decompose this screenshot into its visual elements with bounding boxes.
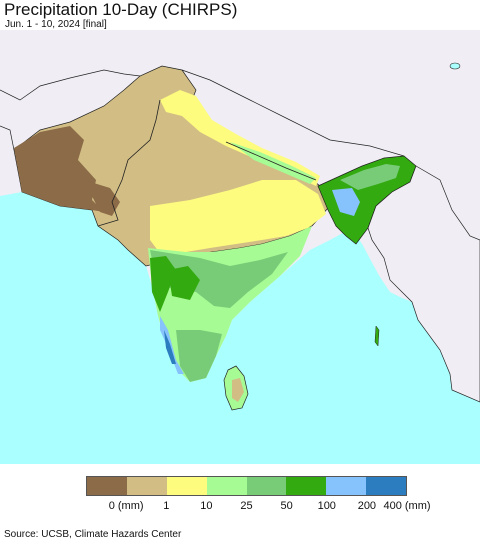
region-darkblue-westcoast [164,330,176,364]
legend-tick-2: 10 [200,500,213,512]
region-northeast-light [340,164,400,190]
border-china [181,69,405,157]
andaman-islands [374,325,380,347]
legend-swatch-2 [166,477,207,495]
border-nepal [225,141,317,181]
border-iran [0,125,15,151]
legend-swatch-5 [286,477,327,495]
legend-tick-3: 25 [240,500,253,512]
legend-swatch-4 [246,477,287,495]
legend-tick-5: 100 [317,500,336,512]
border-pak-india [97,99,161,227]
region-dry-0mm-2 [84,180,120,216]
region-dry-0mm [14,126,104,212]
outside-east [367,165,480,403]
precipitation-map [0,30,480,464]
sri-lanka-dry [232,378,244,402]
legend-swatch-6 [326,477,367,495]
legend-tick-6: 200 [357,500,377,512]
legend-tick-7: 400 (mm) [383,500,431,512]
region-green-south [176,330,222,382]
lake [449,62,461,70]
legend-swatch-1 [126,477,167,495]
region-yellow-central [150,180,326,256]
legend-swatch-3 [206,477,247,495]
map-title: Precipitation 10-Day (CHIRPS) [4,0,238,19]
region-green-100mm-central [168,266,200,300]
border-afghanistan [0,69,141,101]
legend-tick-1: 1 [163,500,170,512]
region-bangladesh-blue [332,188,360,216]
legend-tick-0: 0 (mm) [108,500,144,512]
legend-swatch-0 [87,477,127,495]
legend-colorbar [86,476,407,496]
source-credit: Source: UCSB, Climate Hazards Center [4,529,182,540]
map-subtitle: Jun. 1 - 10, 2024 [final] [5,19,107,30]
region-green-50mm [150,250,288,308]
bay-upper [330,230,414,330]
region-blue-westcoast [160,316,184,374]
legend-swatch-7 [366,477,406,495]
legend-tick-4: 50 [280,500,293,512]
